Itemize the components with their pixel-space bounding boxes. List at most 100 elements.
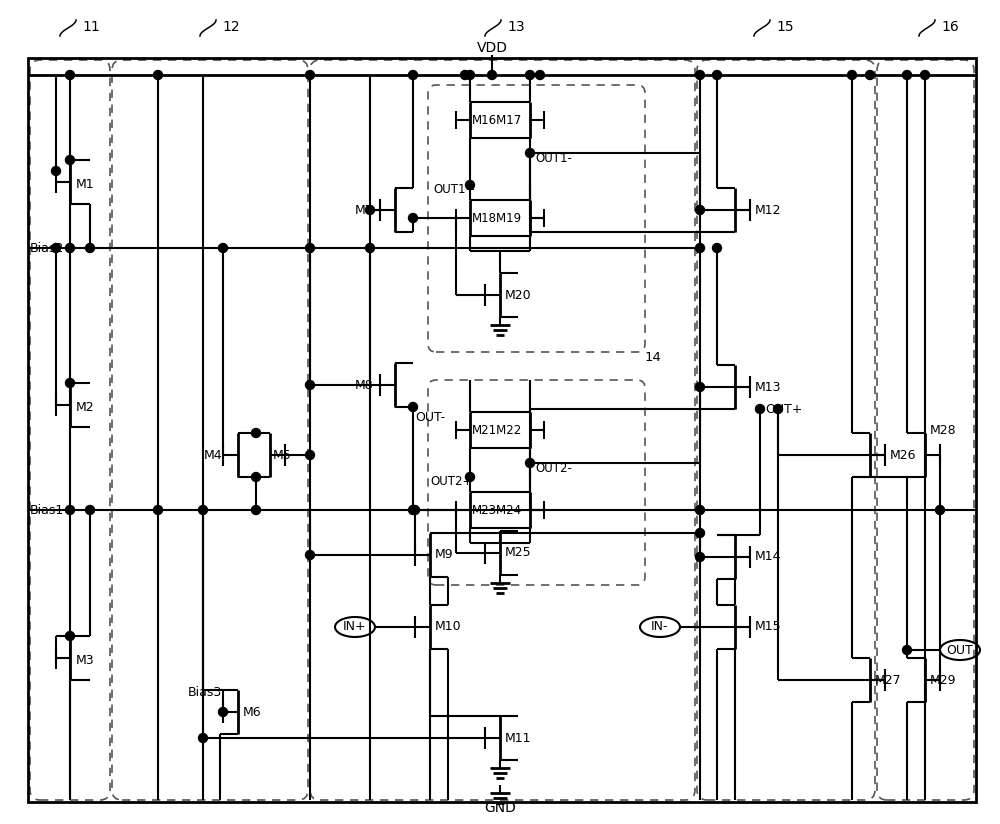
Text: M3: M3 xyxy=(76,653,95,667)
Text: OUT2-: OUT2- xyxy=(535,461,572,475)
Circle shape xyxy=(306,550,314,559)
Circle shape xyxy=(411,505,420,514)
Text: M13: M13 xyxy=(755,381,782,394)
Circle shape xyxy=(218,708,228,717)
Text: 14: 14 xyxy=(645,350,662,363)
Text: VDD: VDD xyxy=(477,41,508,55)
Circle shape xyxy=(252,428,260,438)
Text: M25: M25 xyxy=(505,546,532,559)
Text: M16M17: M16M17 xyxy=(472,114,522,127)
Circle shape xyxy=(366,244,374,252)
Circle shape xyxy=(252,505,260,514)
Circle shape xyxy=(218,244,228,252)
Circle shape xyxy=(154,505,162,514)
Circle shape xyxy=(466,71,475,79)
Circle shape xyxy=(306,381,314,390)
Text: Bias1: Bias1 xyxy=(30,503,64,517)
Text: M21M22: M21M22 xyxy=(472,424,522,437)
Circle shape xyxy=(409,402,418,411)
Circle shape xyxy=(86,244,94,252)
Text: Bias2: Bias2 xyxy=(30,241,64,255)
Circle shape xyxy=(66,71,74,79)
Text: 16: 16 xyxy=(941,20,959,34)
Text: OUT: OUT xyxy=(947,644,973,657)
Circle shape xyxy=(536,71,544,79)
Text: M14: M14 xyxy=(755,550,782,564)
Text: OUT-: OUT- xyxy=(415,410,445,424)
Circle shape xyxy=(712,244,722,252)
Text: M2: M2 xyxy=(76,400,95,414)
Circle shape xyxy=(696,382,704,391)
Circle shape xyxy=(526,71,534,79)
Circle shape xyxy=(52,166,60,176)
Text: 15: 15 xyxy=(776,20,794,34)
Circle shape xyxy=(756,405,765,414)
Text: M23M24: M23M24 xyxy=(472,503,522,517)
Circle shape xyxy=(409,71,418,79)
Text: IN+: IN+ xyxy=(343,620,367,634)
Circle shape xyxy=(66,244,74,252)
Circle shape xyxy=(712,71,722,79)
Circle shape xyxy=(696,244,704,252)
Circle shape xyxy=(306,451,314,460)
Circle shape xyxy=(86,505,94,514)
Text: OUT+: OUT+ xyxy=(765,402,802,415)
Text: M9: M9 xyxy=(435,549,454,561)
Circle shape xyxy=(306,71,314,79)
Circle shape xyxy=(696,528,704,537)
Text: OUT1-: OUT1- xyxy=(535,152,572,165)
Circle shape xyxy=(696,71,704,79)
Text: M20: M20 xyxy=(505,288,532,302)
Text: M7: M7 xyxy=(355,204,374,217)
Text: Bias3: Bias3 xyxy=(188,686,222,699)
Circle shape xyxy=(920,71,930,79)
Circle shape xyxy=(409,505,418,514)
Circle shape xyxy=(466,472,475,481)
Circle shape xyxy=(66,156,74,165)
Text: 11: 11 xyxy=(82,20,100,34)
Circle shape xyxy=(866,71,874,79)
Circle shape xyxy=(696,553,704,561)
Text: OUT1+: OUT1+ xyxy=(433,182,475,195)
Text: M11: M11 xyxy=(505,732,532,745)
Text: IN-: IN- xyxy=(651,620,669,634)
Circle shape xyxy=(66,378,74,387)
Text: 12: 12 xyxy=(222,20,240,34)
Circle shape xyxy=(696,505,704,514)
Circle shape xyxy=(526,148,534,157)
Circle shape xyxy=(696,205,704,214)
Circle shape xyxy=(66,505,74,514)
Text: M18M19: M18M19 xyxy=(472,212,522,224)
Text: M4: M4 xyxy=(204,448,223,461)
Circle shape xyxy=(366,205,374,214)
Text: M6: M6 xyxy=(243,705,262,719)
Circle shape xyxy=(526,458,534,467)
Circle shape xyxy=(936,505,944,514)
Circle shape xyxy=(409,213,418,222)
Circle shape xyxy=(460,71,470,79)
Circle shape xyxy=(488,71,496,79)
Circle shape xyxy=(52,244,60,252)
Circle shape xyxy=(306,244,314,252)
Circle shape xyxy=(774,405,782,414)
Text: GND: GND xyxy=(484,801,516,815)
Circle shape xyxy=(252,472,260,481)
Text: M29: M29 xyxy=(930,673,956,686)
Text: M28: M28 xyxy=(930,424,957,437)
Text: M12: M12 xyxy=(755,204,782,217)
Circle shape xyxy=(902,645,912,654)
Circle shape xyxy=(466,180,475,190)
Text: M10: M10 xyxy=(435,620,462,634)
Text: M8: M8 xyxy=(355,378,374,391)
Text: M5: M5 xyxy=(273,448,292,461)
Text: 13: 13 xyxy=(507,20,525,34)
Text: M1: M1 xyxy=(76,177,95,190)
Circle shape xyxy=(848,71,856,79)
Text: M15: M15 xyxy=(755,620,782,634)
Circle shape xyxy=(198,733,208,742)
Text: OUT2+: OUT2+ xyxy=(430,475,472,488)
Text: M27: M27 xyxy=(875,673,902,686)
Text: M26: M26 xyxy=(890,448,916,461)
Circle shape xyxy=(154,71,162,79)
Circle shape xyxy=(902,71,912,79)
